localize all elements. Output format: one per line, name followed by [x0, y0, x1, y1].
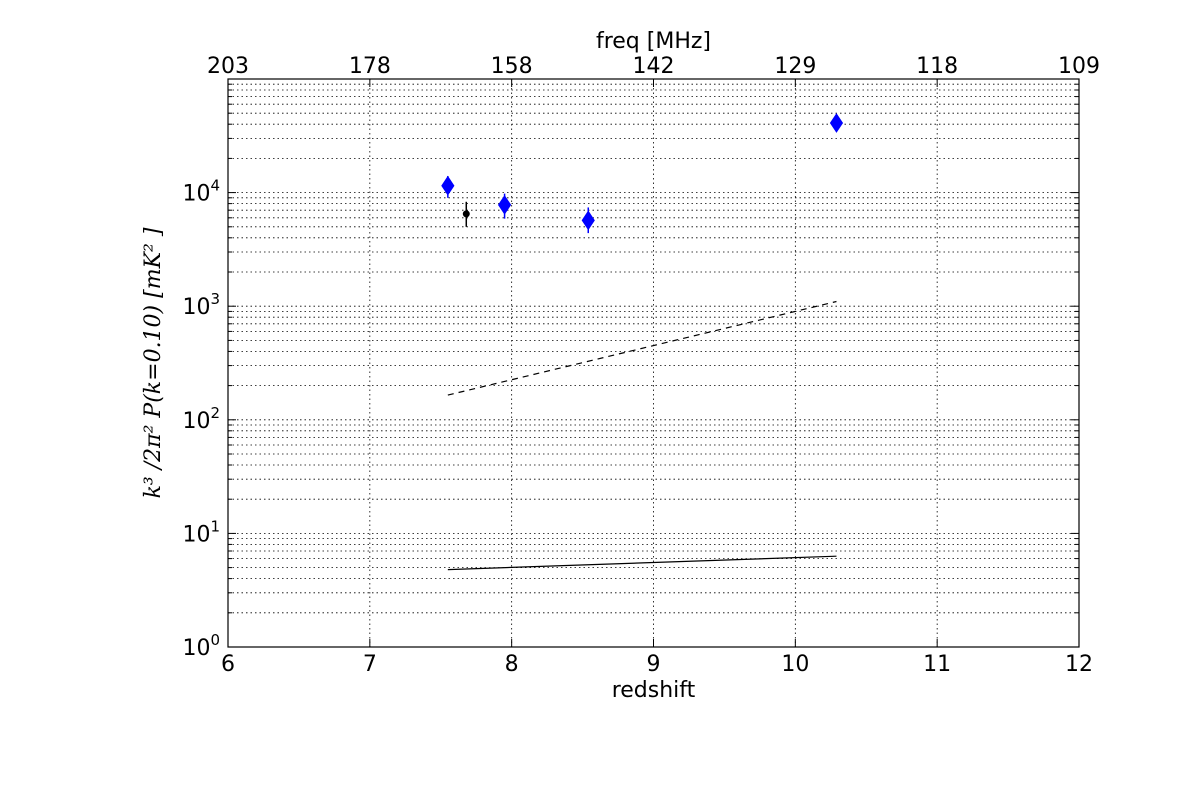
y-tick-base: 10: [182, 409, 210, 434]
x-tick-label: 8: [505, 652, 519, 677]
x-tick-label: 12: [1065, 652, 1093, 677]
dashed-model-line: [447, 300, 837, 396]
top-tick-label: 109: [1058, 54, 1100, 79]
y-tick-label: 102: [182, 404, 220, 434]
top-tick-label: 118: [916, 54, 958, 79]
x-tick-label: 11: [923, 652, 951, 677]
y-tick-exponent: 0: [210, 631, 220, 649]
data-points: [441, 113, 844, 234]
y-tick-exponent: 4: [210, 177, 220, 195]
top-tick-label: 203: [207, 54, 249, 79]
y-tick-exponent: 1: [210, 517, 220, 535]
diamond-data-point: [497, 194, 512, 215]
x-tick-label: 6: [221, 652, 235, 677]
diamond-data-point: [581, 210, 595, 231]
x-tick-label: 7: [363, 652, 377, 677]
model-lines: [447, 300, 837, 571]
solid-model-line: [447, 555, 837, 571]
y-tick-base: 10: [182, 295, 210, 320]
top-tick-label: 158: [491, 54, 533, 79]
x-axis-label: redshift: [612, 678, 696, 703]
y-tick-base: 10: [182, 522, 210, 547]
y-tick-exponent: 2: [210, 404, 220, 422]
y-tick-exponent: 3: [210, 290, 220, 308]
top-tick-label: 142: [633, 54, 675, 79]
x-tick-label: 9: [647, 652, 661, 677]
diamond-data-point: [829, 113, 844, 133]
y-tick-label: 101: [182, 517, 220, 547]
y-tick-label: 100: [182, 631, 220, 661]
y-tick-label: 104: [182, 177, 220, 207]
tick-marks: [227, 79, 1080, 648]
y-tick-label: 103: [182, 290, 220, 320]
circle-data-point: [462, 210, 470, 218]
y-axis-label: k³ /2π² P(k=0.10) [mK² ]: [141, 227, 166, 498]
y-tick-base: 10: [182, 636, 210, 661]
diamond-data-point: [441, 175, 455, 196]
top-tick-label: 178: [349, 54, 391, 79]
top-tick-label: 129: [774, 54, 816, 79]
y-tick-base: 10: [182, 182, 210, 207]
top-axis-label: freq [MHz]: [596, 29, 711, 54]
grid: [228, 79, 1079, 647]
x-tick-label: 10: [781, 652, 809, 677]
